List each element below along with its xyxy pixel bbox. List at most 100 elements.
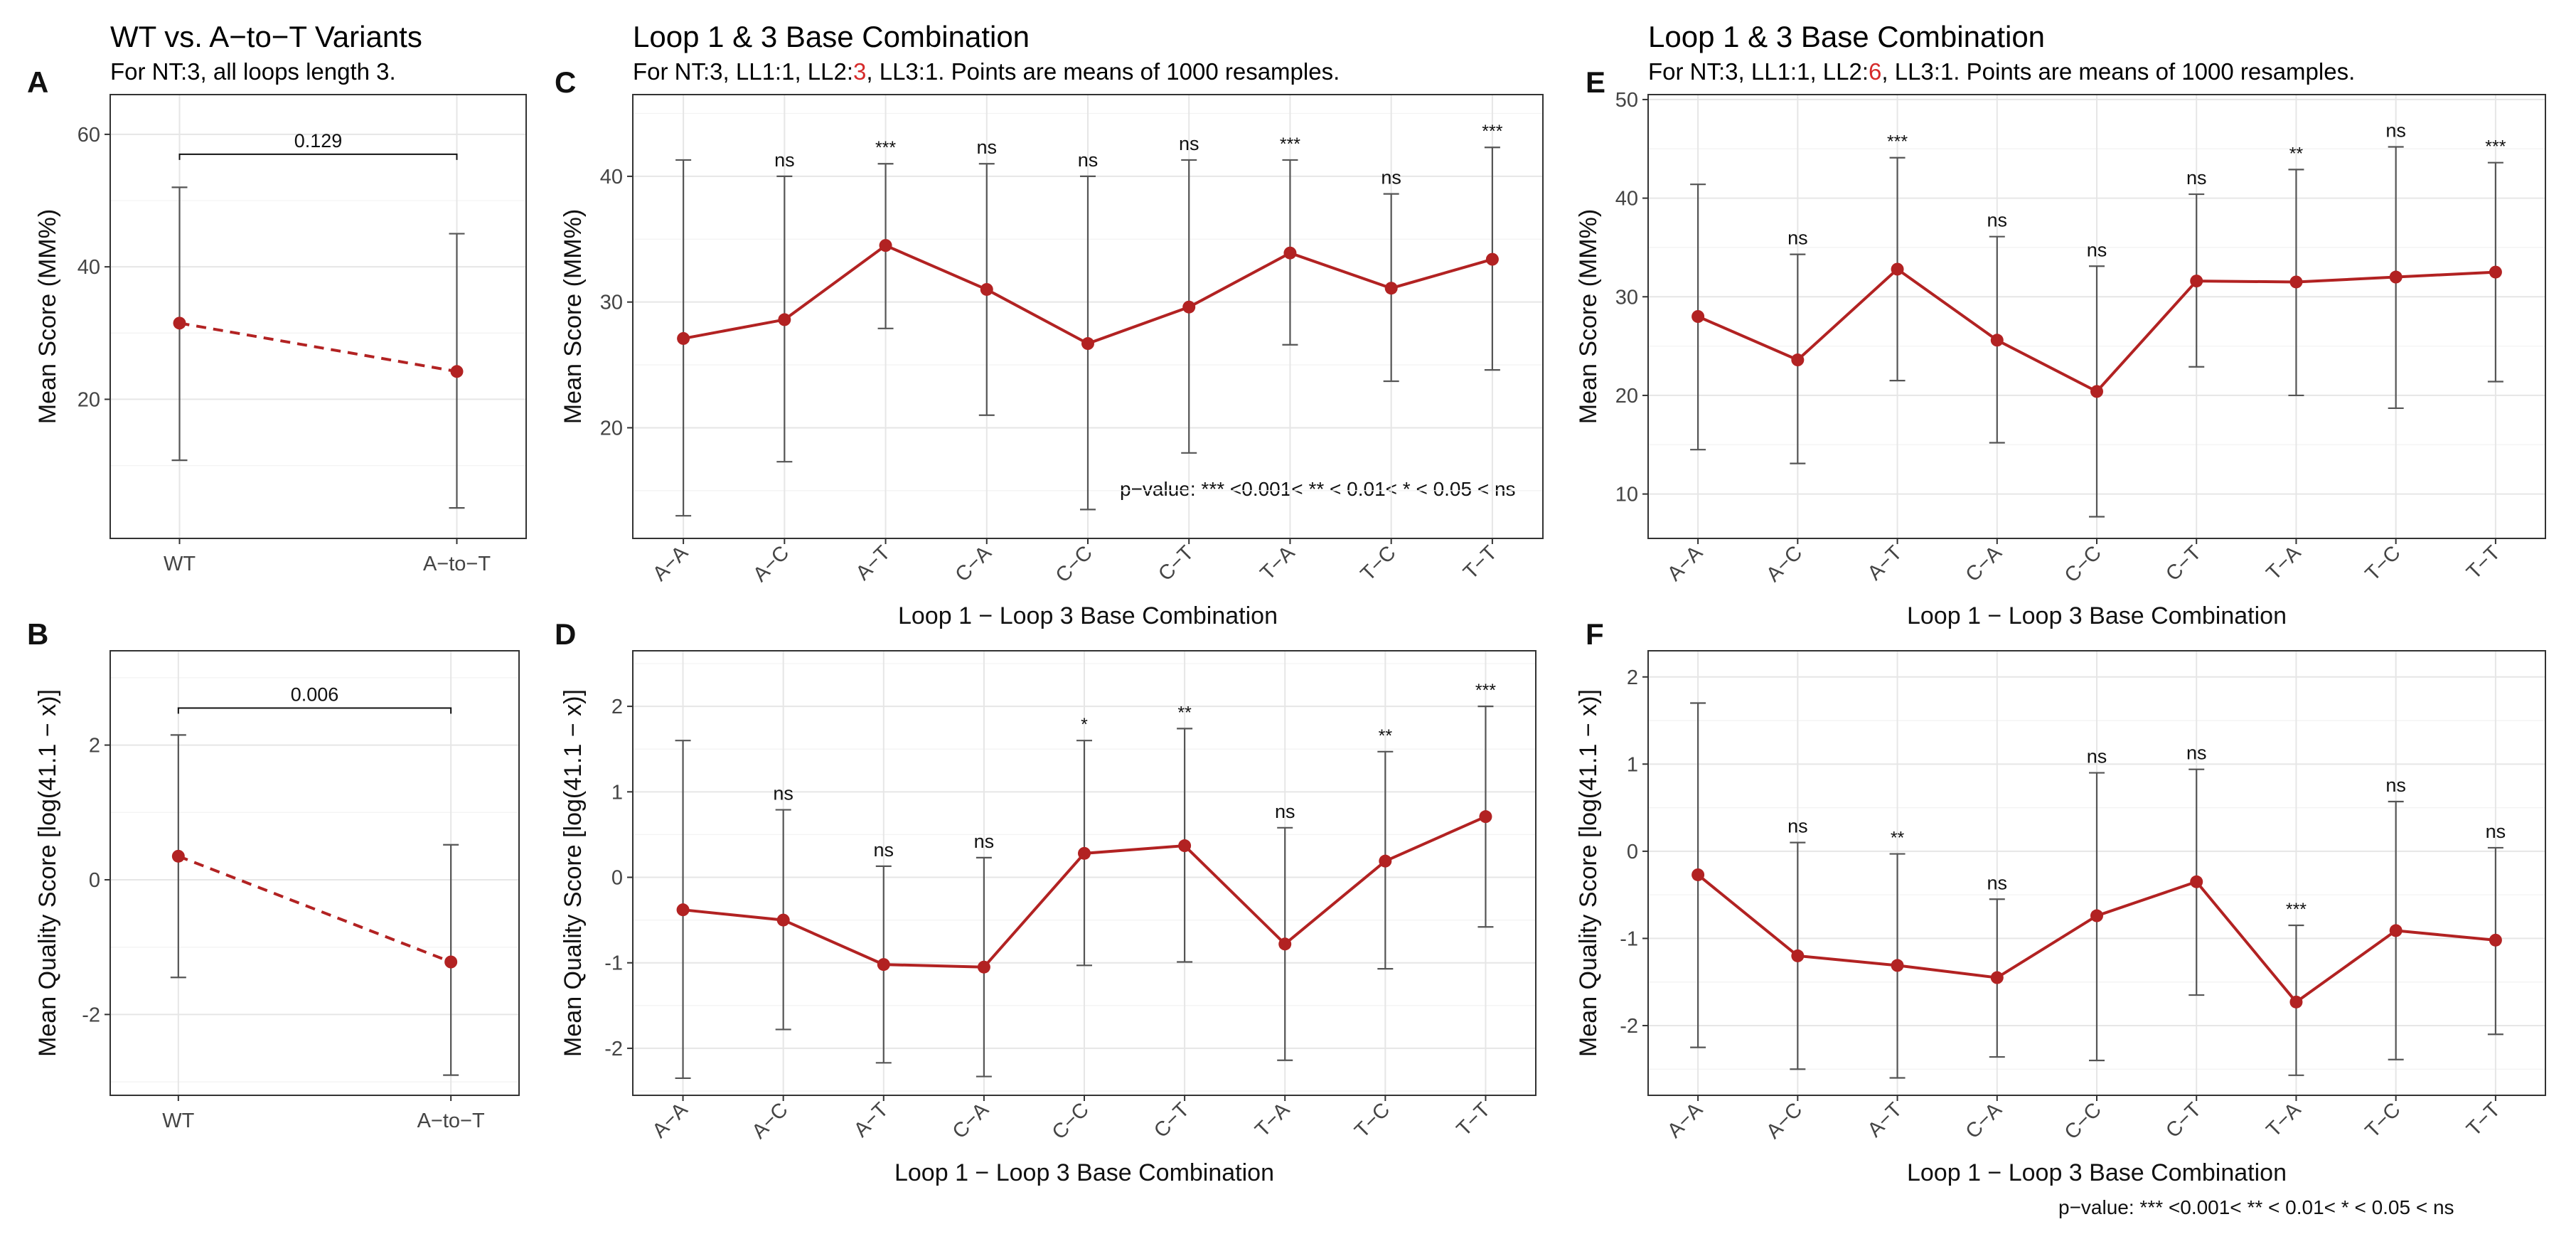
y-tick-label: 60	[78, 124, 100, 147]
y-axis-title: Mean Quality Score [log(41.1 − x)]	[34, 689, 61, 1057]
plot-frame	[109, 94, 527, 539]
y-tick-label: 50	[1615, 89, 1638, 112]
x-tick-label: C−C	[2061, 541, 2106, 587]
y-tick-label: 2	[1627, 666, 1638, 689]
x-tick-label: C−T	[2161, 1098, 2206, 1142]
subtitle-highlight: 3	[853, 58, 867, 85]
y-tick-label: -1	[604, 952, 623, 975]
y-axis-title: Mean Quality Score [log(41.1 − x)]	[560, 689, 587, 1057]
x-tick-label: A−A	[1663, 541, 1707, 585]
significance-label: ns	[1179, 133, 1199, 154]
y-tick-label: 40	[78, 256, 100, 279]
x-tick-label: A−T	[852, 541, 895, 585]
x-tick-label: A−A	[648, 1098, 693, 1142]
significance-label: *	[1081, 715, 1088, 735]
significance-label: ***	[2286, 900, 2307, 920]
panel-label-c: C	[555, 65, 577, 99]
data-point	[980, 282, 993, 296]
panel-c: 20 30 40 A−A A−C A−T C−A C−C C−T T−A T−C T−T Mean Sc…	[560, 94, 1544, 629]
data-point	[1691, 310, 1705, 323]
series-line	[179, 321, 457, 373]
y-tick-label: 20	[1615, 385, 1638, 408]
pvalue-legend-bottom: p−value: *** <0.001< ** < 0.01< * < 0.05…	[2058, 1196, 2454, 1218]
x-axis-title: Loop 1 − Loop 3 Base Combination	[1907, 1159, 2287, 1186]
y-tick-label: 2	[89, 735, 100, 757]
plot-frame	[109, 650, 520, 1096]
x-tick-label: C−T	[2161, 541, 2206, 585]
significance-label: ns	[1787, 816, 1808, 837]
data-point	[776, 913, 790, 927]
data-point	[2489, 265, 2502, 279]
data-point	[1691, 868, 1705, 881]
x-tick-label: A−C	[1762, 541, 1807, 586]
y-tick-label: 40	[600, 166, 623, 188]
y-tick-label: -2	[604, 1038, 623, 1060]
y-tick-label: -1	[1620, 927, 1638, 950]
data-point	[778, 313, 791, 326]
subtitle-prefix: For NT:3, LL1:1, LL2:	[1648, 58, 1869, 85]
x-tick-label: T−C	[2361, 1098, 2405, 1142]
data-point	[1791, 353, 1805, 367]
data-point	[2289, 995, 2303, 1009]
x-tick-label: A−T	[1864, 541, 1907, 585]
data-point	[2389, 924, 2403, 937]
data-point	[1078, 846, 1091, 860]
x-tick-label: C−C	[1048, 1098, 1094, 1144]
panel-a: 20 40 60 WT A−to−T Mean Score (MM%) 0.129	[34, 94, 527, 575]
subtitle-prefix: For NT:3, LL1:1, LL2:	[633, 58, 854, 85]
data-point	[1384, 282, 1398, 295]
x-tick-label: WT	[164, 553, 196, 575]
panel-f: -2 -1 0 1 2 A−A A−C A−T C−A C−C C−T T−A T−C T−T Mean Q…	[1575, 650, 2546, 1186]
y-tick-label: -2	[82, 1004, 100, 1026]
bracket-line	[178, 153, 458, 160]
data-point	[450, 365, 464, 378]
data-point	[1990, 971, 2004, 984]
significance-label: **	[1177, 703, 1192, 723]
y-tick-label: 0	[1627, 841, 1638, 863]
significance-label: ns	[874, 839, 894, 861]
data-point	[444, 955, 458, 969]
data-point	[1791, 949, 1805, 962]
significance-label: ***	[1475, 681, 1496, 701]
x-axis-title: Loop 1 − Loop 3 Base Combination	[1907, 602, 2287, 629]
x-tick-label: A−T	[850, 1098, 893, 1142]
x-tick-label: T−C	[2361, 541, 2405, 585]
data-point	[2190, 875, 2203, 888]
x-tick-label: WT	[162, 1110, 194, 1132]
bracket-line	[177, 707, 452, 714]
data-point	[171, 849, 185, 863]
y-tick-label: 30	[600, 292, 623, 314]
significance-label: ns	[974, 831, 995, 852]
y-tick-label: 0	[611, 867, 623, 890]
panel-b: -2 0 2 WT A−to−T Mean Quality Score [log(41.1…	[34, 650, 520, 1132]
data-point	[2090, 909, 2103, 922]
x-axis-title: Loop 1 − Loop 3 Base Combination	[894, 1159, 1274, 1186]
data-point	[173, 317, 186, 330]
data-point	[2489, 933, 2502, 947]
significance-label: ns	[1078, 149, 1099, 171]
data-point	[1891, 262, 1904, 276]
significance-label: ***	[1280, 134, 1300, 154]
x-tick-label: A−to−T	[423, 553, 491, 575]
data-point	[2090, 385, 2103, 398]
x-tick-label: C−A	[1962, 1098, 2007, 1144]
panel-label-d: D	[555, 617, 577, 651]
y-tick-label: 20	[600, 417, 623, 440]
significance-label: ns	[1275, 801, 1295, 822]
significance-label: ns	[1987, 872, 2008, 893]
subtitle-highlight: 6	[1869, 58, 1882, 85]
significance-label: **	[2289, 144, 2304, 164]
significance-label: ns	[2087, 239, 2107, 260]
x-tick-label: A−A	[648, 541, 693, 585]
comparison-bracket: 0.006	[177, 684, 452, 714]
panel-c-subtitle: For NT:3, LL1:1, LL2:3, LL3:1. Points ar…	[633, 58, 1340, 85]
y-tick-label: 30	[1615, 286, 1638, 309]
data-point	[877, 958, 890, 972]
significance-label: ns	[2186, 743, 2207, 764]
x-tick-label: T−T	[2462, 1098, 2505, 1141]
y-tick-label: 1	[611, 781, 623, 804]
x-tick-label: A−C	[749, 541, 793, 586]
panel-e-title: Loop 1 & 3 Base Combination	[1648, 20, 2046, 53]
data-point	[1283, 246, 1297, 260]
data-point	[677, 331, 690, 345]
